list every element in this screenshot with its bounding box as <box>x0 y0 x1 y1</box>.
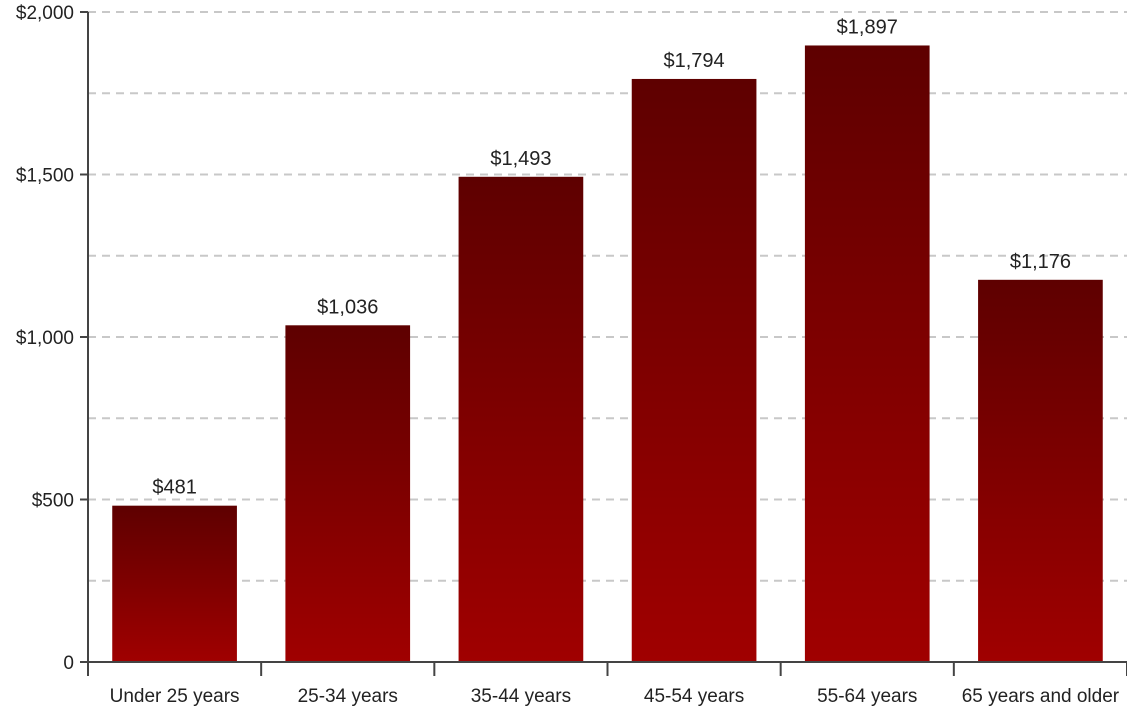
x-category-label: 65 years and older <box>962 686 1120 707</box>
bar-value-label: $1,176 <box>1010 251 1071 273</box>
y-tick-label: 0 <box>63 653 74 674</box>
bar <box>631 78 757 662</box>
bars <box>112 45 1103 663</box>
bar <box>804 45 930 663</box>
y-tick-label: $2,000 <box>16 3 74 24</box>
bar-value-label: $1,493 <box>490 148 551 170</box>
x-category-label: 35-44 years <box>471 686 571 707</box>
bar <box>112 505 237 662</box>
bar <box>285 325 411 662</box>
bar <box>458 176 584 662</box>
axes <box>80 11 1127 676</box>
bar-value-label: $1,794 <box>663 50 724 72</box>
y-tick-label: $1,500 <box>16 166 74 187</box>
y-tick-label: $1,000 <box>16 328 74 349</box>
y-tick-label: $500 <box>32 491 74 512</box>
x-category-label: 55-64 years <box>817 686 917 707</box>
bar-value-label: $481 <box>152 477 197 499</box>
bar-value-label: $1,897 <box>837 16 898 38</box>
labels: 0 $500 $1,000 $1,500 $2,000 $481 Under 25 year… <box>16 3 1120 707</box>
x-category-label: 45-54 years <box>644 686 744 707</box>
gridlines <box>88 11 1127 582</box>
x-category-label: Under 25 years <box>110 686 240 707</box>
bar <box>978 279 1103 662</box>
bar-value-label: $1,036 <box>317 296 378 318</box>
x-category-label: 25-34 years <box>298 686 398 707</box>
